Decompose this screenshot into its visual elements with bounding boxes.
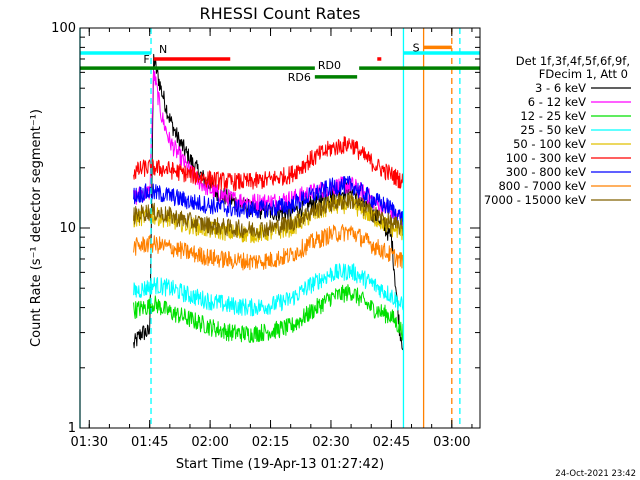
y-tick-label: 1 [68,421,76,436]
legend-label-3-6-kev: 3 - 6 keV [535,81,586,95]
legend-label-100-300-kev: 100 - 300 keV [506,151,586,165]
x-tick-label: 01:30 [71,435,108,450]
legend-label-6-12-kev: 6 - 12 keV [528,95,586,109]
y-axis: 1 10 100 [51,21,480,436]
legend-label-25-50-kev: 25 - 50 keV [520,123,586,137]
legend-header-line-1: Det 1f,3f,4f,5f,6f,9f, [516,54,630,68]
series-line-800-7000-kev [133,224,404,271]
series-line-300-800-kev [133,175,404,226]
legend-label-300-800-kev: 300 - 800 keV [506,165,586,179]
chart-title: RHESSI Count Rates [200,4,361,23]
flag-label-n: N [159,43,167,56]
series-layer [133,53,404,351]
x-tick-label: 03:00 [433,435,470,450]
legend-label-800-7000-kev: 800 - 7000 keV [498,179,586,193]
x-tick-label: 02:45 [373,435,410,450]
legend-label-50-100-kev: 50 - 100 keV [513,137,586,151]
legend-label-12-25-kev: 12 - 25 keV [520,109,586,123]
series-line-12-25-kev [133,284,404,343]
y-tick-label: 10 [59,221,76,236]
flag-label-rd6: RD6 [288,71,311,84]
footer-timestamp: 24-Oct-2021 23:42 [555,469,636,479]
x-tick-label: 02:00 [191,435,228,450]
x-axis-label: Start Time (19-Apr-13 01:27:42) [176,457,384,472]
flag-label-s: S [413,41,420,54]
series-line-100-300-kev [133,136,404,192]
y-axis-label: Count Rate (s⁻¹ detector segment⁻¹) [29,109,44,347]
flag-label-rd0: RD0 [318,59,341,72]
x-tick-label: 02:30 [312,435,349,450]
flag-label-f: F [143,53,149,66]
y-tick-label: 100 [51,21,76,36]
series-line-7000-15000-kev [133,191,404,239]
x-tick-label: 01:45 [131,435,168,450]
flag-bars-layer: NF RD0 RD6 S [80,41,480,84]
legend-header-line-2: FDecim 1, Att 0 [539,67,628,81]
legend-label-7000-15000-kev: 7000 - 15000 keV [484,193,586,207]
plot-area: NF RD0 RD6 S [79,27,481,429]
series-line-25-50-kev [133,263,404,317]
x-tick-label: 02:15 [252,435,289,450]
legend: Det 1f,3f,4f,5f,6f,9f, FDecim 1, Att 0 3… [484,54,631,207]
x-axis: 01:30 01:45 02:00 02:15 02:30 02:45 03:00 [71,28,473,450]
